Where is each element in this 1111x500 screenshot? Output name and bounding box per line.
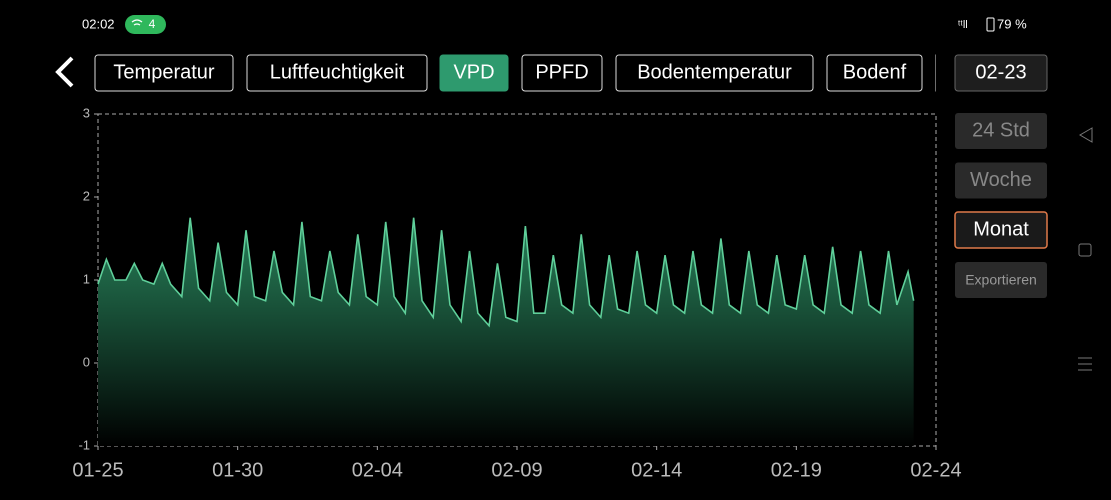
y-tick-label: 3 <box>83 105 90 120</box>
hotspot-count: 4 <box>149 17 156 31</box>
tab[interactable] <box>615 54 814 92</box>
tab[interactable] <box>246 54 428 92</box>
tab-label[interactable]: Bodenf <box>843 61 907 83</box>
tab-mask <box>936 50 950 96</box>
date-button-label[interactable]: 02-23 <box>975 61 1026 83</box>
tab[interactable] <box>826 54 923 92</box>
x-tick-label: 02-24 <box>910 459 961 481</box>
x-tick-label: 02-09 <box>491 459 542 481</box>
y-tick-label: -1 <box>78 437 90 452</box>
x-tick-label: 02-14 <box>631 459 682 481</box>
status-time: 02:02 <box>82 16 115 31</box>
tabs: Temperatur Luftfeuchtigkeit VPD PPFD Bodente… <box>94 54 923 92</box>
range-button-label[interactable]: Woche <box>970 169 1032 191</box>
battery-level: 79 % <box>997 16 1027 31</box>
area-fill <box>98 217 914 446</box>
nav-home[interactable] <box>1078 243 1092 257</box>
hotspot-icon <box>131 19 143 26</box>
series-line <box>97 217 915 328</box>
export-button-label[interactable]: Exportieren <box>965 272 1037 288</box>
range-button[interactable] <box>955 113 1047 149</box>
x-tick-label: 01-25 <box>72 459 123 481</box>
export-button[interactable] <box>955 262 1047 298</box>
hotspot-pill <box>125 15 166 34</box>
y-tick-label: 0 <box>83 354 90 369</box>
x-tick-label: 01-30 <box>212 459 263 481</box>
tab[interactable] <box>521 54 603 92</box>
tab-label[interactable]: PPFD <box>535 61 588 83</box>
range-buttons: 24 Std Woche Monat <box>954 113 1048 249</box>
nav-back[interactable] <box>1079 127 1093 143</box>
tab-label[interactable]: Temperatur <box>113 61 214 83</box>
x-tick-label: 02-04 <box>352 459 403 481</box>
tab[interactable] <box>439 54 509 92</box>
x-tick-label: 02-19 <box>771 459 822 481</box>
y-tick-label: 2 <box>83 188 90 203</box>
tab-label[interactable]: Luftfeuchtigkeit <box>270 61 405 83</box>
battery-icon <box>986 17 995 32</box>
chart: -1 0 1 2 3 01-25 01-30 02-04 02-09 02-14 02-19 02-2… <box>72 105 961 481</box>
signal-icon: ᵗᵗll <box>958 19 968 31</box>
y-tick-label: 1 <box>83 271 90 286</box>
tab-label[interactable]: VPD <box>453 61 494 83</box>
date-button[interactable] <box>954 54 1048 92</box>
tab[interactable] <box>94 54 234 92</box>
back-button[interactable] <box>55 56 74 88</box>
range-button-label[interactable]: Monat <box>973 218 1029 240</box>
nav-recent[interactable] <box>1078 357 1092 371</box>
range-button-label[interactable]: 24 Std <box>972 119 1030 141</box>
tab-label[interactable]: Bodentemperatur <box>637 61 792 83</box>
range-button[interactable] <box>955 162 1047 199</box>
range-button[interactable] <box>954 211 1048 249</box>
